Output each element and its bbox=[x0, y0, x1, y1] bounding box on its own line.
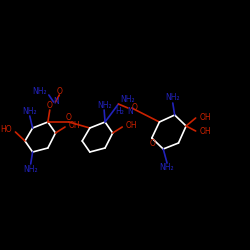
Text: NH₂: NH₂ bbox=[97, 100, 112, 110]
Text: NH₂: NH₂ bbox=[120, 96, 135, 104]
Text: N: N bbox=[127, 108, 133, 116]
Text: O: O bbox=[150, 138, 156, 147]
Text: O: O bbox=[47, 102, 53, 110]
Text: NH₂: NH₂ bbox=[24, 164, 38, 173]
Text: NH₂: NH₂ bbox=[160, 164, 174, 172]
Text: O: O bbox=[132, 104, 138, 112]
Text: H₂: H₂ bbox=[115, 108, 124, 116]
Text: OH: OH bbox=[126, 122, 138, 130]
Text: NH₂: NH₂ bbox=[166, 94, 180, 102]
Text: N: N bbox=[54, 98, 59, 106]
Text: NH₂: NH₂ bbox=[32, 86, 47, 96]
Text: OH: OH bbox=[200, 128, 211, 136]
Text: OH: OH bbox=[200, 112, 211, 122]
Text: O: O bbox=[66, 114, 72, 122]
Text: OH: OH bbox=[69, 122, 80, 130]
Text: O: O bbox=[56, 86, 62, 96]
Text: HO: HO bbox=[0, 126, 12, 134]
Text: NH₂: NH₂ bbox=[22, 106, 37, 116]
